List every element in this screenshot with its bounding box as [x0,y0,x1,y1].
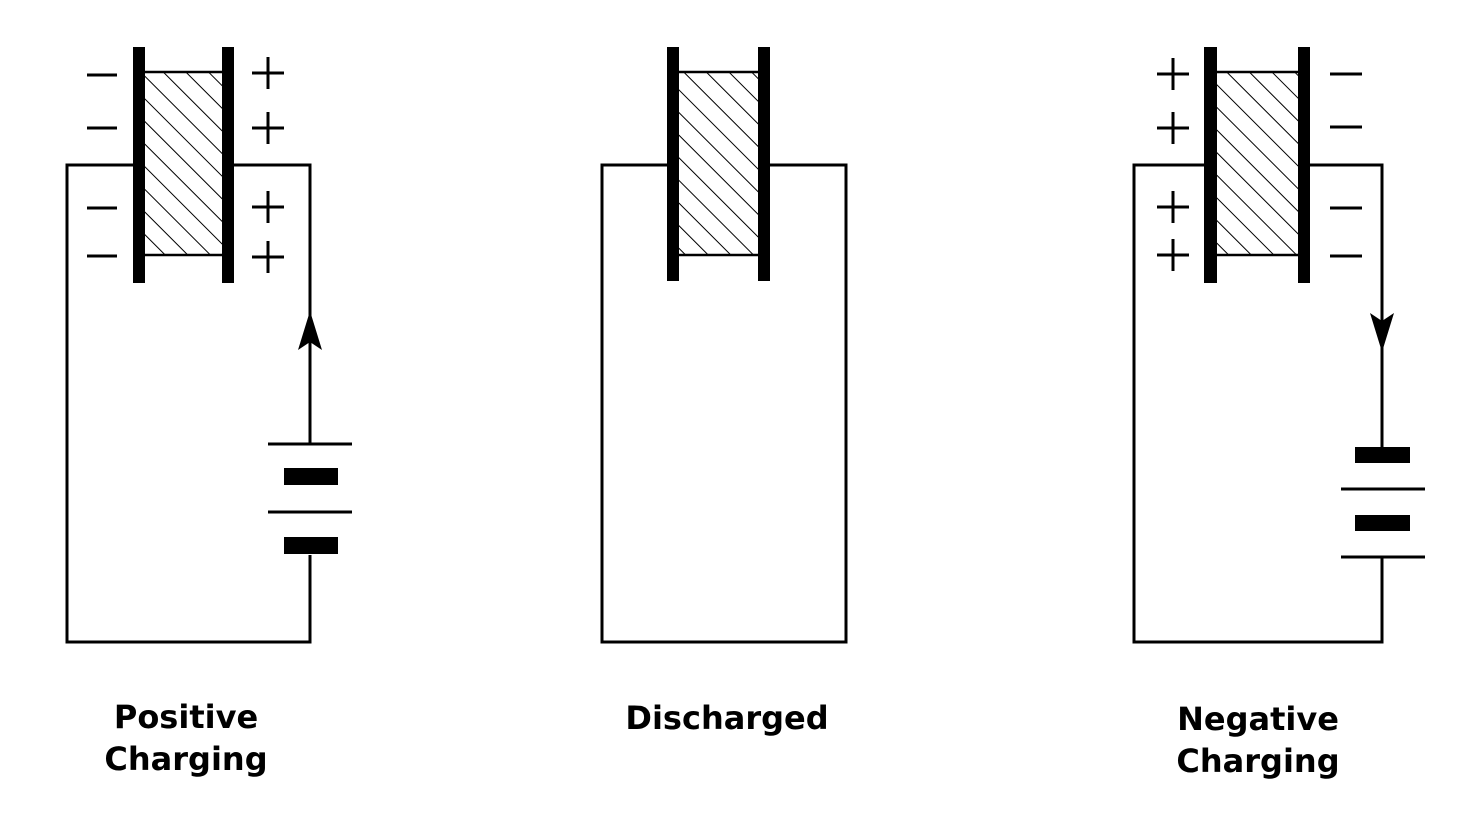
charge-signs [87,57,284,273]
right-plate [1298,47,1310,283]
caption-discharged: Discharged [625,699,828,737]
circuit-wire [600,163,848,644]
panel-discharged: Discharged [600,47,848,737]
battery [1341,447,1425,559]
charge-signs [1157,58,1362,271]
caption-negative-line1: Negative [1177,700,1339,738]
panel-negative-charging: Negative Charging [1132,47,1425,780]
dielectric [675,70,763,257]
dielectric [141,70,229,257]
caption-positive-line2: Charging [104,740,267,778]
current-arrow-up-icon [298,311,322,350]
panel-positive-charging: Positive Charging [65,47,352,778]
current-arrow-down-icon [1370,313,1394,352]
right-plate [222,47,234,283]
right-plate [758,47,770,281]
caption-positive-line1: Positive [114,698,258,736]
battery [268,442,352,554]
left-plate [133,47,145,283]
dielectric [1212,70,1302,257]
circuit-wire [65,163,312,644]
circuit-wire [1132,163,1384,644]
caption-negative-line2: Charging [1176,742,1339,780]
left-plate [1204,47,1217,283]
left-plate [667,47,679,281]
